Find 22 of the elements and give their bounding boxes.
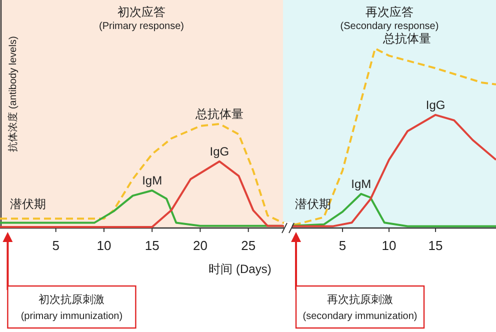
x-tick-label: 10: [96, 238, 112, 253]
series-label: IgM: [142, 174, 162, 188]
text: 初次抗原刺激 (primary immunization): [20, 293, 123, 322]
x-tick-label: 10: [382, 238, 396, 253]
series-label: IgM: [351, 176, 372, 191]
y-axis-title: 抗体浓度 (antibody levels): [7, 36, 19, 152]
x-tick-label: 5: [52, 238, 60, 253]
x-tick-label: 15: [428, 238, 443, 253]
band-label: 初次应答 (Primary response): [98, 5, 184, 32]
annotation: 潜伏期: [295, 197, 331, 211]
annotation: 潜伏期: [10, 197, 46, 211]
series-label: IgG: [210, 144, 230, 158]
band-label: 再次应答 (Secondary response): [340, 5, 439, 32]
x-axis-title: 时间 (Days): [208, 262, 272, 276]
series-label: 总抗体量: [382, 31, 432, 46]
x-tick-label: 15: [144, 238, 160, 253]
x-tick-label: 5: [338, 238, 346, 253]
series-label: IgG: [426, 98, 446, 112]
text: 再次抗原刺激 (secondary immunization): [302, 293, 418, 322]
x-tick-label: 20: [192, 238, 208, 253]
x-tick-label: 25: [241, 238, 256, 253]
series-label: 总抗体量: [194, 106, 244, 121]
